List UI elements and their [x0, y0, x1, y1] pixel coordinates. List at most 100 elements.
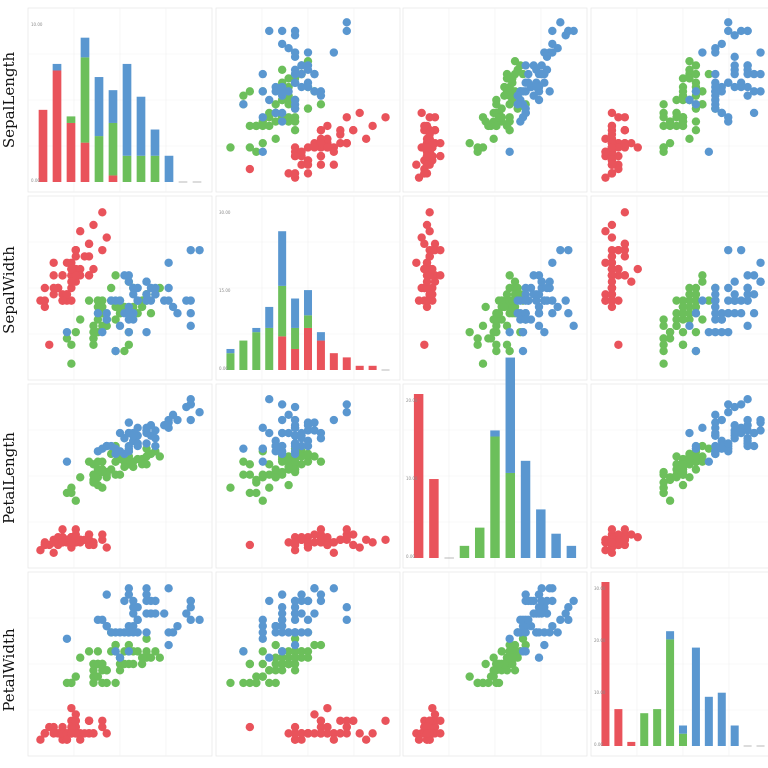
scatter-point-s2-29 — [164, 640, 173, 650]
scatter-point-s2-49 — [290, 628, 300, 637]
scatter-point-s0-31 — [84, 271, 94, 280]
scatter-point-s2-44 — [537, 584, 546, 593]
scatter-point-s0-45 — [422, 722, 432, 732]
scatter-point-s2-8 — [711, 327, 720, 337]
scatter-point-s0-19 — [614, 245, 623, 255]
scatter-point-s0-15 — [98, 716, 107, 725]
scatter-point-s0-46 — [607, 245, 617, 255]
scatter-point-s0-15 — [620, 208, 630, 217]
scatter-point-s2-23 — [271, 87, 280, 96]
scatter-point-s0-18 — [98, 530, 107, 539]
scatter-point-s1-7 — [252, 488, 261, 498]
scatter-point-s2-22 — [186, 400, 195, 409]
panel-petalwidth-vs-petalwidth: 30.00 20.00 10.00 0.00 — [590, 571, 768, 757]
panel-petallength-vs-petalwidth — [590, 383, 768, 569]
scatter-point-s2-23 — [271, 628, 280, 637]
scatter-point-s0-45 — [614, 296, 623, 305]
scatter-point-s2-41 — [521, 61, 530, 70]
scatter-point-s2-47 — [724, 296, 733, 305]
scatter-point-s0-14 — [355, 729, 364, 738]
scatter-point-s1-36 — [691, 290, 701, 299]
row-label-sepallength: SepalLength — [0, 52, 18, 149]
scatter-point-s2-46 — [717, 327, 726, 337]
scatter-point-s0-48 — [336, 130, 345, 139]
hist-bar-sepallength-7-2 — [136, 96, 146, 156]
scatter-point-s0-16 — [84, 239, 94, 249]
scatter-point-s1-48 — [258, 496, 267, 505]
scatter-point-s0-43 — [323, 532, 332, 542]
scatter-point-s1-48 — [665, 138, 675, 148]
hist-bar-sepallength-2-1 — [66, 116, 76, 123]
scatter-point-s1-18 — [239, 457, 248, 466]
scatter-point-s0-27 — [76, 264, 85, 274]
scatter-point-s2-26 — [277, 628, 287, 637]
hist-bar-sepalwidth-5-2 — [291, 298, 300, 328]
hist-bar-petalwidth-8-2 — [704, 696, 713, 746]
scatter-point-s2-17 — [564, 245, 573, 255]
hist-bar-petallength-5-2 — [490, 430, 500, 437]
scatter-point-s2-26 — [277, 449, 287, 459]
scatter-point-s1-36 — [510, 69, 520, 79]
scatter-point-s2-28 — [277, 609, 287, 618]
hist-bar-sepallength-5-0 — [108, 175, 118, 182]
scatter-point-s2-37 — [711, 290, 720, 299]
scatter-point-s2-6 — [704, 327, 714, 337]
scatter-point-s2-21 — [277, 117, 287, 126]
scatter-point-s1-23 — [510, 666, 520, 675]
scatter-point-s2-42 — [717, 315, 726, 324]
scatter-point-s2-12 — [290, 609, 300, 618]
scatter-point-s1-35 — [316, 100, 326, 109]
scatter-point-s1-42 — [265, 470, 274, 479]
scatter-point-s2-21 — [724, 447, 733, 456]
scatter-point-s2-44 — [142, 426, 151, 435]
scatter-point-s1-12 — [659, 100, 668, 109]
scatter-point-s1-28 — [284, 647, 293, 656]
scatter-point-s0-32 — [601, 134, 610, 144]
scatter-point-s0-16 — [349, 716, 358, 725]
scatter-point-s0-40 — [614, 143, 623, 152]
scatter-point-s0-43 — [633, 532, 642, 542]
scatter-point-s2-38 — [513, 296, 522, 305]
scatter-point-s2-41 — [151, 441, 160, 451]
scatter-point-s2-9 — [329, 48, 339, 57]
scatter-point-s1-49 — [494, 659, 504, 669]
scatter-point-s0-24 — [58, 271, 67, 280]
scatter-point-s0-40 — [420, 264, 429, 274]
scatter-point-s2-40 — [297, 428, 306, 438]
scatter-point-s2-31 — [556, 245, 565, 255]
scatter-point-s2-37 — [129, 431, 138, 440]
scatter-point-s0-41 — [45, 340, 54, 349]
scatter-point-s1-29 — [265, 678, 274, 688]
scatter-point-s2-30 — [717, 415, 726, 425]
scatter-point-s0-13 — [601, 296, 610, 305]
scatter-point-s0-49 — [422, 729, 432, 738]
scatter-point-s2-34 — [115, 321, 125, 331]
scatter-point-s2-45 — [290, 69, 300, 79]
hist-bar-petallength-8-2 — [536, 509, 546, 558]
hist-bar-sepallength-5-2 — [108, 90, 118, 123]
scatter-point-s2-32 — [534, 603, 544, 612]
scatter-point-s2-8 — [258, 628, 267, 637]
scatter-point-s2-33 — [691, 309, 701, 318]
scatter-point-s2-35 — [186, 596, 195, 606]
scatter-point-s1-0 — [155, 653, 164, 662]
scatter-point-s1-37 — [245, 460, 255, 469]
scatter-point-s1-32 — [271, 666, 280, 675]
scatter-point-s1-25 — [502, 74, 512, 83]
hist-bar-sepalwidth-5-0 — [291, 348, 300, 370]
scatter-point-s2-47 — [724, 78, 733, 87]
scatter-point-s0-19 — [342, 722, 351, 732]
scatter-point-s2-6 — [258, 634, 267, 643]
scatter-point-s2-0 — [756, 87, 765, 96]
scatter-point-s2-3 — [124, 302, 134, 312]
scatter-point-s1-20 — [303, 104, 313, 113]
hist-bar-sepalwidth-6-1 — [303, 315, 313, 328]
scatter-point-s0-22 — [329, 548, 339, 557]
hist-bar-sepalwidth-10-0 — [355, 365, 364, 370]
scatter-point-s0-37 — [422, 735, 432, 744]
scatter-point-s1-26 — [277, 653, 287, 662]
scatter-point-s1-9 — [271, 134, 280, 144]
scatter-point-s0-40 — [67, 722, 76, 732]
scatter-point-s1-8 — [137, 302, 147, 312]
scatter-point-s2-8 — [258, 423, 267, 433]
